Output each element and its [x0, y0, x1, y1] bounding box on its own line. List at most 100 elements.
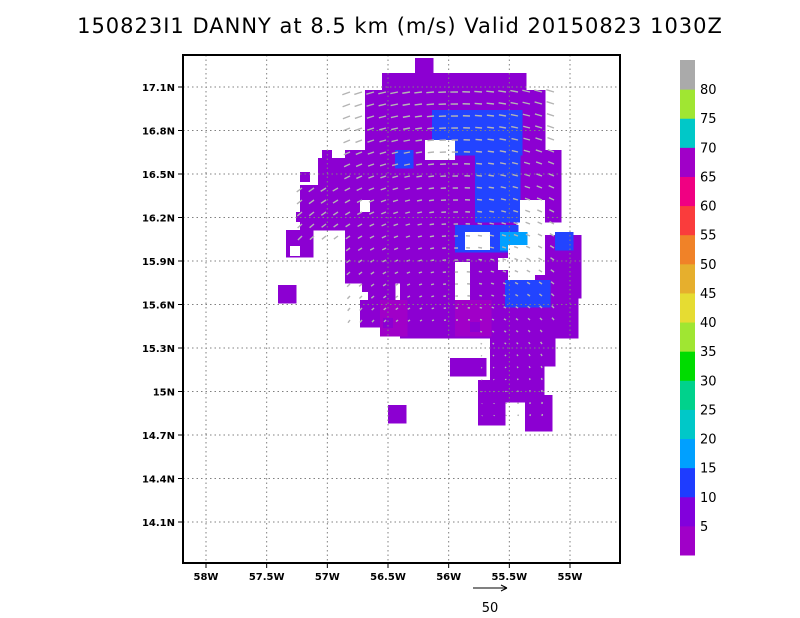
- wind-arrow: [514, 257, 519, 261]
- wind-cell: [435, 220, 445, 230]
- wind-arrow: [380, 175, 387, 179]
- wind-cell: [491, 234, 501, 244]
- wind-cell: [484, 195, 494, 205]
- wind-arrow: [523, 149, 531, 153]
- wind-cell: [372, 186, 382, 196]
- wind-cell: [372, 220, 382, 230]
- wind-arrow: [546, 88, 555, 93]
- wind-cell: [450, 119, 460, 129]
- wind-cell: [526, 339, 536, 349]
- wind-cell: [419, 108, 429, 118]
- wind-cell: [390, 150, 400, 160]
- wind-cell: [473, 300, 483, 310]
- wind-cell: [517, 375, 527, 385]
- wind-arrow: [475, 138, 483, 141]
- wind-arrow: [501, 246, 507, 249]
- wind-cell: [363, 195, 373, 205]
- wind-arrow: [499, 138, 507, 141]
- wind-arrow: [476, 186, 483, 189]
- wind-arrow: [370, 295, 375, 299]
- wind-cell: [543, 404, 553, 414]
- wind-cell: [427, 320, 437, 330]
- wind-arrow: [480, 366, 483, 369]
- wind-cell: [345, 212, 355, 222]
- wind-cell: [552, 204, 562, 214]
- wind-cell: [399, 238, 409, 248]
- wind-arrow: [392, 187, 399, 191]
- wind-arrow: [418, 247, 423, 250]
- wind-cell: [532, 289, 542, 299]
- wind-arrow: [358, 259, 363, 264]
- wind-cell: [381, 265, 391, 275]
- wind-arrow: [419, 307, 423, 310]
- wind-cell: [408, 204, 418, 214]
- wind-arrow: [371, 319, 375, 323]
- wind-arrow: [392, 199, 399, 203]
- wind-cell: [408, 168, 418, 178]
- wind-cell: [545, 244, 555, 254]
- wind-cell: [436, 73, 446, 83]
- wind-cell: [354, 168, 364, 178]
- wind-arrow: [366, 115, 375, 119]
- wind-cell: [497, 284, 507, 294]
- wind-arrow: [550, 257, 555, 261]
- wind-cell: [506, 311, 516, 321]
- colorbar-label: 25: [700, 403, 717, 418]
- wind-cell: [417, 186, 427, 196]
- wind-cell: [386, 284, 396, 294]
- wind-cell: [552, 150, 562, 160]
- wind-arrow: [390, 103, 399, 107]
- wind-cell: [564, 241, 574, 251]
- wind-arrow: [474, 90, 483, 93]
- wind-cell: [534, 159, 544, 169]
- wind-cell: [514, 289, 524, 299]
- wind-cell: [475, 150, 485, 160]
- wind-arrow: [504, 366, 507, 369]
- wind-arrow: [382, 259, 387, 263]
- wind-cell: [478, 398, 488, 408]
- wind-cell: [514, 280, 524, 290]
- wind-arrow: [522, 89, 531, 93]
- y-tick-label: 15.3N: [142, 344, 175, 355]
- wind-cell: [354, 203, 364, 213]
- wind-cell: [555, 241, 565, 251]
- wind-arrow: [406, 271, 411, 274]
- wind-cell: [399, 229, 409, 239]
- wind-arrow: [488, 162, 495, 165]
- wind-arrow: [490, 282, 495, 285]
- wind-arrow: [525, 209, 531, 213]
- wind-arrow: [527, 317, 531, 321]
- wind-cell: [374, 144, 384, 154]
- x-tick-label: 57W: [315, 572, 340, 583]
- wind-cell: [399, 204, 409, 214]
- wind-arrow: [528, 353, 531, 357]
- wind-cell: [516, 177, 526, 187]
- wind-cell: [478, 407, 488, 417]
- wind-arrow: [499, 150, 507, 153]
- wind-arrow: [503, 318, 507, 321]
- wind-cell: [527, 135, 537, 145]
- wind-cell: [545, 262, 555, 272]
- y-tick-label: 15.9N: [142, 257, 175, 268]
- wind-cell: [360, 318, 370, 328]
- wind-cell: [354, 265, 364, 275]
- wind-cell: [546, 348, 556, 358]
- wind-cell: [390, 238, 400, 248]
- wind-cell: [453, 168, 463, 178]
- wind-cell: [560, 329, 570, 339]
- wind-arrow: [490, 270, 495, 273]
- wind-cell: [401, 117, 411, 127]
- wind-cell: [345, 247, 355, 257]
- wind-cell: [535, 375, 545, 385]
- colorbar-segment: [680, 409, 695, 440]
- wind-cell: [327, 167, 337, 177]
- wind-arrow: [550, 281, 555, 285]
- wind-cell: [473, 225, 483, 235]
- wind-cell: [410, 117, 420, 127]
- wind-cell: [551, 311, 561, 321]
- wind-cell: [518, 126, 528, 136]
- wind-cell: [444, 247, 454, 257]
- wind-cell: [468, 367, 478, 377]
- wind-cell: [336, 194, 346, 204]
- wind-arrow: [512, 185, 519, 189]
